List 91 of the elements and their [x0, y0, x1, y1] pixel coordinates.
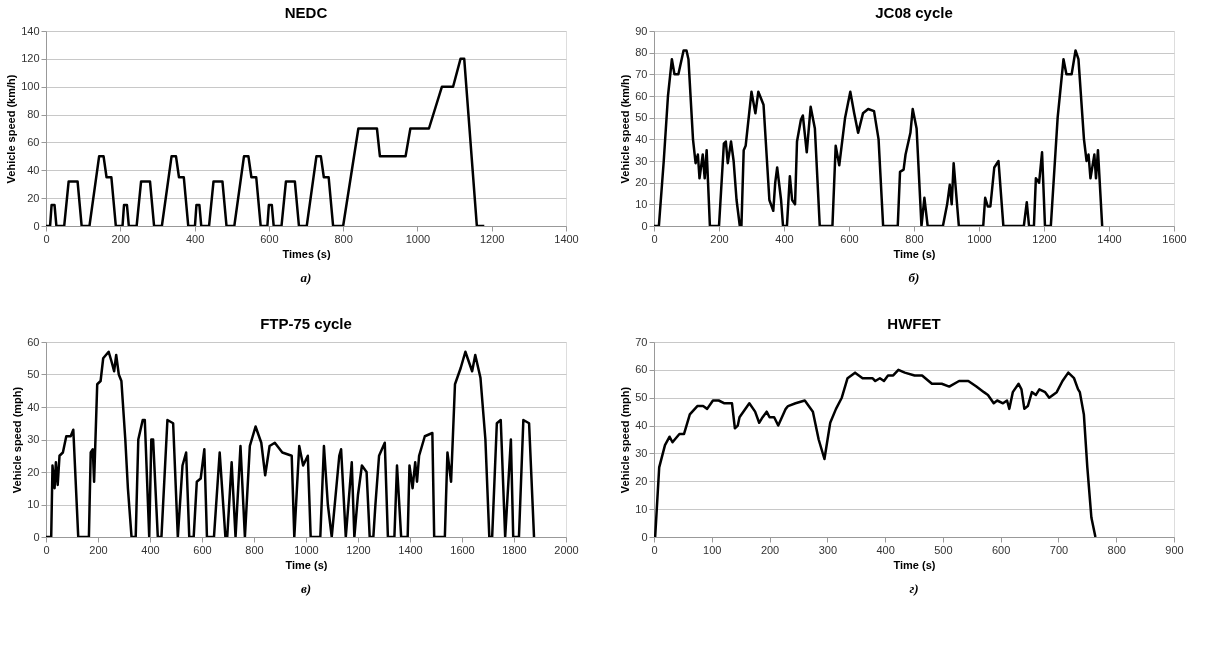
x-tick-label: 1000 [405, 232, 431, 245]
y-tick-label: 70 [635, 335, 648, 348]
y-tick-label: 60 [27, 135, 40, 148]
x-tick-label: 300 [818, 543, 838, 556]
text: б) [908, 270, 920, 285]
x-tick-label: 0 [43, 543, 50, 556]
line-series [654, 49, 1104, 226]
x-tick-label: 1200 [346, 543, 371, 556]
x-tick-label: 1400 [398, 543, 423, 556]
y-axis-title: Vehicle speed (km/h) [619, 74, 632, 184]
x-axis-title: Time (s) [893, 558, 936, 571]
line-series [654, 368, 1097, 537]
x-tick-label: 1000 [294, 543, 319, 556]
x-tick-label: 2000 [554, 543, 579, 556]
y-tick-label: 60 [635, 89, 648, 102]
y-tick-label: 30 [635, 154, 648, 167]
x-tick-label: 200 [89, 543, 108, 556]
x-tick-label: 1800 [502, 543, 527, 556]
x-tick-label: 500 [934, 543, 953, 556]
x-tick-label: 1400 [1097, 232, 1122, 245]
y-tick-label: 20 [27, 191, 40, 204]
x-tick-label: 1000 [967, 232, 992, 245]
y-tick-label: 100 [21, 80, 40, 93]
y-tick-label: 40 [635, 132, 648, 145]
x-tick-label: 1200 [479, 232, 505, 245]
x-tick-label: 200 [111, 232, 130, 245]
x-tick-label: 100 [703, 543, 722, 556]
x-tick-label: 400 [876, 543, 895, 556]
x-tick-label: 400 [141, 543, 160, 556]
x-tick-label: 200 [760, 543, 780, 556]
x-tick-label: 600 [260, 232, 279, 245]
y-tick-label: 10 [27, 498, 40, 510]
chart-title: NEDC [284, 4, 328, 21]
line-series [46, 350, 536, 537]
y-tick-label: 120 [21, 52, 40, 65]
y-tick-label: 90 [635, 24, 648, 37]
y-tick-label: 40 [635, 419, 648, 432]
x-tick-label: 800 [1107, 543, 1126, 556]
text: а) [300, 270, 312, 285]
x-tick-label: 1200 [1032, 232, 1057, 245]
y-tick-label: 60 [27, 335, 40, 348]
x-tick-label: 1600 [450, 543, 475, 556]
x-axis-title: Times (s) [282, 247, 331, 260]
y-axis-title: Vehicle speed (mph) [11, 386, 24, 494]
y-tick-label: 0 [33, 530, 40, 543]
y-tick-label: 70 [635, 67, 648, 80]
x-tick-label: 0 [651, 232, 658, 245]
x-tick-label: 1400 [554, 232, 579, 245]
x-tick-label: 600 [840, 232, 859, 245]
y-tick-label: 0 [33, 219, 40, 232]
x-tick-label: 600 [193, 543, 212, 556]
y-tick-label: 20 [635, 474, 648, 487]
y-tick-label: 40 [27, 163, 40, 176]
x-tick-label: 900 [1165, 543, 1184, 556]
y-tick-label: 60 [635, 363, 648, 376]
x-tick-label: 600 [991, 543, 1011, 556]
x-tick-label: 800 [245, 543, 264, 556]
y-tick-label: 140 [21, 24, 40, 37]
y-tick-label: 50 [635, 391, 648, 404]
y-tick-label: 20 [635, 176, 648, 189]
x-axis-title: Time (s) [893, 247, 936, 260]
text: г) [909, 581, 919, 596]
x-tick-label: 0 [43, 232, 50, 245]
y-tick-label: 30 [635, 446, 648, 459]
x-tick-label: 400 [185, 232, 205, 245]
y-tick-label: 0 [641, 530, 648, 543]
y-tick-label: 10 [635, 502, 648, 515]
x-tick-label: 800 [334, 232, 353, 245]
x-tick-label: 800 [905, 232, 924, 245]
y-tick-label: 30 [27, 433, 40, 445]
chart-title: JC08 cycle [875, 4, 953, 21]
x-tick-label: 700 [1049, 543, 1069, 556]
x-tick-label: 0 [651, 543, 658, 556]
y-axis-title: Vehicle speed (mph) [619, 386, 632, 494]
y-tick-label: 0 [641, 219, 648, 232]
line-series [46, 57, 486, 226]
y-axis-title: Vehicle speed (km/h) [5, 74, 18, 184]
y-tick-label: 20 [27, 465, 40, 478]
x-tick-label: 200 [710, 232, 729, 245]
y-tick-label: 80 [635, 46, 648, 59]
chart-title: FTP-75 cycle [260, 315, 352, 332]
x-tick-label: 400 [775, 232, 794, 245]
y-tick-label: 50 [27, 368, 40, 380]
text: в) [300, 581, 312, 596]
x-axis-title: Time (s) [285, 558, 328, 571]
y-tick-label: 80 [27, 108, 40, 121]
chart-title: HWFET [887, 315, 941, 332]
y-tick-label: 50 [635, 111, 648, 124]
y-tick-label: 40 [27, 400, 40, 413]
y-tick-label: 10 [635, 197, 648, 210]
x-tick-label: 1600 [1162, 232, 1187, 245]
